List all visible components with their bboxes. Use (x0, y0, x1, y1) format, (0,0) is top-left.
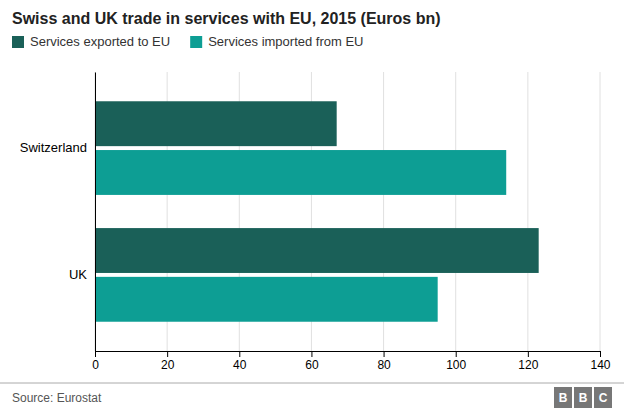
y-tick-label: UK (69, 267, 87, 282)
x-axis-line (96, 352, 601, 358)
x-tick-label: 20 (161, 358, 175, 372)
x-axis: 0 20 40 60 80 100 120 140 (92, 351, 611, 372)
x-tick-mark (384, 351, 385, 357)
y-axis-line (95, 73, 96, 352)
x-tick-label: 0 (92, 358, 99, 372)
x-tick-mark (239, 351, 240, 357)
x-tick: 80 (377, 351, 391, 372)
x-tick-label: 140 (590, 358, 610, 372)
y-tick: UK (69, 267, 95, 282)
x-tick-mark (95, 351, 96, 357)
bar (95, 150, 506, 195)
legend-label: Services exported to EU (30, 34, 170, 49)
bar (95, 101, 337, 146)
y-tick-label: Switzerland (20, 140, 87, 155)
x-tick: 120 (518, 351, 538, 372)
y-axis: Switzerland UK (20, 73, 96, 352)
grid-line (527, 72, 528, 351)
plot: 0 20 40 60 80 100 120 140 Switzerland UK (20, 72, 611, 372)
x-tick: 40 (233, 351, 247, 372)
title: Swiss and UK trade in services with EU, … (12, 10, 441, 27)
separator (0, 383, 624, 384)
legend-swatch (190, 36, 202, 48)
x-tick: 140 (590, 351, 610, 372)
x-tick-mark (456, 351, 457, 357)
grid-line (600, 72, 601, 351)
x-tick-mark (600, 351, 601, 357)
x-tick-label: 120 (518, 358, 538, 372)
legend-label: Services imported from EU (208, 34, 363, 49)
logo-box (554, 387, 572, 408)
grid-line (95, 72, 96, 351)
x-tick: 0 (92, 351, 99, 372)
x-tick: 20 (161, 351, 175, 372)
x-tick-mark (311, 351, 312, 357)
logo: BBC (554, 387, 612, 408)
bar (95, 277, 438, 322)
grid (95, 72, 600, 351)
logo-letter: B (579, 391, 588, 405)
legend-item: Services imported from EU (190, 34, 363, 49)
logo-letter: B (559, 391, 568, 405)
x-tick-label: 60 (305, 358, 319, 372)
legend: Services exported to EU Services imported… (12, 34, 364, 49)
grid-line (455, 72, 456, 351)
logo-letter: C (599, 391, 608, 405)
chart: Swiss and UK trade in services with EU, … (0, 0, 624, 413)
x-tick-label: 40 (233, 358, 247, 372)
bar (95, 228, 539, 273)
logo-box (574, 387, 592, 408)
x-tick: 60 (305, 351, 319, 372)
x-tick-mark (167, 351, 168, 357)
x-tick-label: 100 (446, 358, 466, 372)
legend-swatch (12, 36, 24, 48)
x-tick-mark (528, 351, 529, 357)
source: Source: Eurostat (12, 391, 102, 405)
legend-item: Services exported to EU (12, 34, 170, 49)
logo-box (594, 387, 612, 408)
y-tick: Switzerland (20, 140, 95, 155)
x-tick: 100 (446, 351, 466, 372)
bars (95, 101, 539, 321)
x-tick-label: 80 (377, 358, 391, 372)
